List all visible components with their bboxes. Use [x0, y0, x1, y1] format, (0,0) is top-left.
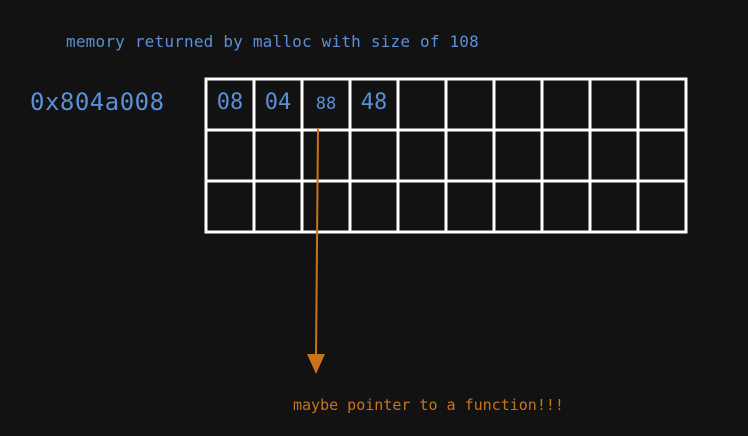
memory-cell — [588, 179, 640, 234]
memory-cell — [492, 77, 544, 132]
memory-cell — [636, 77, 688, 132]
memory-cell — [348, 179, 400, 234]
memory-cell — [540, 179, 592, 234]
memory-cell — [300, 179, 352, 234]
memory-cell — [204, 179, 256, 234]
memory-cell — [300, 128, 352, 183]
pointer-arrow — [307, 127, 325, 374]
memory-byte-value: 88 — [316, 94, 336, 114]
memory-byte-value: 08 — [217, 90, 244, 115]
memory-cell — [492, 128, 544, 183]
memory-cell — [444, 179, 496, 234]
memory-cell — [348, 128, 400, 183]
memory-cell — [396, 179, 448, 234]
memory-cell — [492, 179, 544, 234]
memory-cell — [396, 77, 448, 132]
pointer-annotation: maybe pointer to a function!!! — [293, 396, 564, 414]
memory-byte-value: 04 — [265, 90, 292, 115]
memory-cell — [540, 77, 592, 132]
memory-grid — [204, 77, 688, 234]
pointer-arrow-head — [307, 354, 325, 374]
memory-bytes: 08 04 88 48 — [217, 90, 388, 115]
memory-cell — [636, 179, 688, 234]
memory-cell — [396, 128, 448, 183]
memory-cell — [588, 128, 640, 183]
diagram-caption: memory returned by malloc with size of 1… — [66, 32, 479, 51]
memory-cell — [204, 128, 256, 183]
memory-byte-value: 48 — [361, 90, 388, 115]
memory-cell — [636, 128, 688, 183]
memory-cell — [444, 128, 496, 183]
memory-cell — [252, 179, 304, 234]
memory-cell — [252, 128, 304, 183]
memory-cell — [540, 128, 592, 183]
pointer-arrow-shaft — [315, 127, 319, 359]
memory-address-label: 0x804a008 — [30, 88, 165, 116]
memory-cell — [588, 77, 640, 132]
memory-cell — [444, 77, 496, 132]
